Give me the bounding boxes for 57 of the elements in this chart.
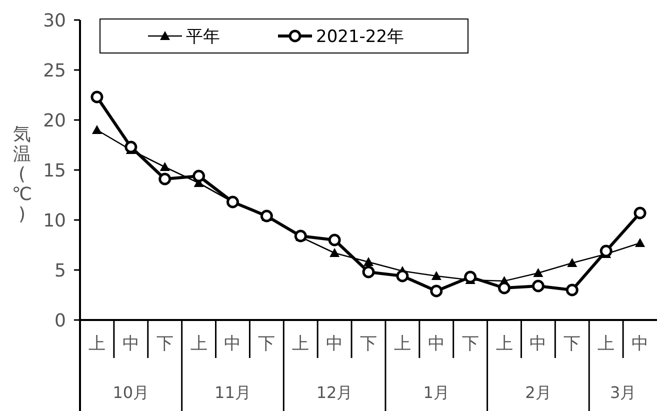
x-tick-label: 下 <box>564 334 581 354</box>
x-tick-label: 中 <box>122 334 140 354</box>
point <box>294 230 307 242</box>
point <box>498 282 511 294</box>
x-tick-label: 中 <box>530 334 547 354</box>
point <box>430 284 443 298</box>
x-tick-label: 中 <box>326 334 344 354</box>
x-tick-label: 上 <box>394 334 411 354</box>
text: 3月 <box>610 383 636 402</box>
point <box>431 271 442 280</box>
x-tick-label: 中 <box>632 334 649 354</box>
x-tick-label: 下 <box>360 334 377 354</box>
point <box>567 258 578 267</box>
y-tick-label: 0 <box>54 310 66 332</box>
point <box>635 238 646 247</box>
y-tick-label: 5 <box>54 260 66 282</box>
point <box>330 248 340 257</box>
point <box>566 284 578 296</box>
point <box>364 257 374 266</box>
y-tick-label: 20 <box>43 110 66 132</box>
point <box>92 125 102 134</box>
point <box>532 280 544 292</box>
point <box>396 270 409 282</box>
point <box>192 170 206 182</box>
legend-label: 2021-22年 <box>316 26 404 47</box>
x-tick-label: 中 <box>428 334 445 354</box>
text: 2月 <box>525 383 552 402</box>
y-axis-title: 気温(℃) <box>12 124 32 225</box>
y-tick-label: 30 <box>43 10 66 32</box>
x-tick-label: 上 <box>190 334 208 354</box>
y-tick-label: 15 <box>43 160 66 182</box>
y-tick-label: 25 <box>43 60 66 82</box>
point <box>90 90 104 104</box>
x-tick-label: 上 <box>292 334 310 354</box>
text: 11月 <box>214 383 251 402</box>
text: 10月 <box>112 383 150 402</box>
point <box>158 172 172 186</box>
point <box>362 266 375 278</box>
point <box>160 162 170 171</box>
x-tick-label: 上 <box>88 334 106 354</box>
x-tick-label: 上 <box>598 334 615 354</box>
x-tick-label: 上 <box>496 334 513 354</box>
x-tick-label: 下 <box>156 334 174 354</box>
x-tick-label: 下 <box>258 334 276 354</box>
x-tick-label: 下 <box>462 334 479 354</box>
text: 12月 <box>316 383 353 402</box>
point <box>533 268 544 277</box>
point <box>634 206 646 220</box>
point <box>464 270 477 284</box>
legend-label: 平年 <box>186 26 220 47</box>
x-tick-label: 中 <box>224 334 242 354</box>
text: 1月 <box>423 383 450 402</box>
point <box>124 140 138 154</box>
y-tick-label: 10 <box>43 210 66 232</box>
point <box>260 210 273 222</box>
point <box>600 244 612 258</box>
point <box>328 234 341 246</box>
